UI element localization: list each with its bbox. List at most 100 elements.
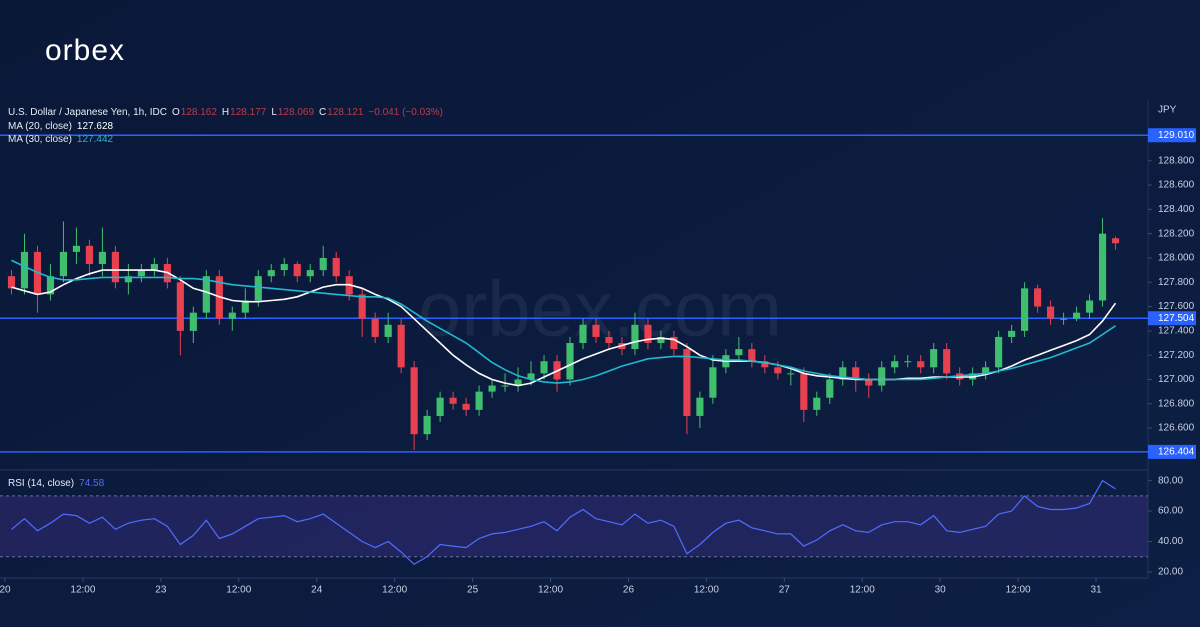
legend-entry: MA (20, close) 127.628: [8, 121, 114, 132]
candle-body: [917, 361, 925, 368]
candle-body: [358, 294, 366, 319]
rsi-legend: RSI (14, close) 74.58: [8, 478, 105, 489]
x-tick-label: 23: [155, 585, 167, 596]
candle-body: [1047, 306, 1055, 319]
candle-body: [631, 324, 639, 350]
candle-body: [59, 251, 68, 277]
watermark: orbex.com: [418, 265, 782, 353]
candle-body: [280, 264, 288, 271]
candle-body: [267, 270, 275, 277]
candle-body: [982, 367, 990, 374]
candle-body: [293, 264, 301, 277]
candle-body: [319, 257, 327, 271]
y-tick-label: 127.000: [1158, 374, 1195, 385]
candle-body: [111, 251, 119, 283]
level-label: 127.504: [1158, 313, 1195, 324]
rsi-line: [11, 479, 1116, 566]
logo: orbex: [45, 34, 125, 67]
rsi-y-tick-label: 60.00: [1158, 506, 1183, 517]
candle-body: [1085, 300, 1094, 313]
candle-body: [46, 276, 55, 295]
candle-body: [683, 349, 691, 416]
candle-body: [709, 367, 717, 398]
candle-body: [761, 361, 769, 368]
quote-value: 128.177: [230, 107, 267, 118]
candle-body: [332, 257, 340, 277]
x-tick-label: 12:00: [1006, 585, 1031, 596]
x-tick-label: 12:00: [382, 585, 407, 596]
candle-body: [150, 264, 158, 271]
quote-value: 128.069: [278, 107, 315, 118]
y-tick-label: 127.200: [1158, 350, 1195, 361]
header-quote: U.S. Dollar / Japanese Yen, 1h, IDC O128.…: [8, 107, 443, 118]
candle-body: [1034, 288, 1042, 307]
candle-body: [566, 343, 574, 380]
candle-body: [189, 312, 197, 331]
rsi-y-tick-label: 20.00: [1158, 567, 1183, 578]
candle-body: [865, 379, 873, 386]
candle-body: [605, 336, 613, 344]
quote-value: 128.121: [327, 107, 364, 118]
y-tick-label: 127.600: [1158, 301, 1195, 312]
candle-body: [436, 397, 444, 416]
candle-body: [72, 245, 81, 252]
y-tick-label: 128.200: [1158, 228, 1195, 239]
level-label: 126.404: [1158, 447, 1195, 458]
level-label-box: [1148, 128, 1196, 143]
candle-body: [735, 349, 743, 356]
candle-body: [449, 397, 457, 404]
candle-body: [20, 251, 29, 289]
candle-body: [579, 324, 587, 344]
legend-value: 127.628: [77, 121, 114, 132]
y-tick-label: 127.800: [1158, 277, 1195, 288]
candle-body: [176, 282, 184, 331]
candle-body: [696, 397, 704, 416]
candle-body: [878, 367, 886, 386]
candle-body: [514, 379, 522, 386]
candle-body: [657, 336, 665, 344]
quote-key: H: [222, 107, 229, 118]
candle-body: [475, 391, 483, 410]
axis-unit: JPY: [1158, 105, 1177, 116]
x-tick-label: 24: [311, 585, 323, 596]
y-tick-label: 127.400: [1158, 326, 1195, 337]
candle-body: [85, 245, 93, 265]
legend-name: MA (20, close): [8, 121, 72, 132]
candle-body: [995, 336, 1003, 368]
quote-key: L: [271, 107, 277, 118]
quote-value: 128.162: [181, 107, 218, 118]
candle-body: [254, 276, 262, 301]
y-tick-label: 126.800: [1158, 398, 1195, 409]
candle-body: [540, 361, 548, 374]
candle-body: [462, 403, 470, 410]
y-tick-label: 128.600: [1158, 180, 1195, 191]
level-label: 129.010: [1158, 130, 1195, 141]
x-tick-label: 26: [623, 585, 635, 596]
candle-body: [1098, 233, 1107, 301]
candle-body: [748, 349, 756, 362]
ma-line: [11, 269, 1117, 387]
candle-body: [501, 385, 509, 387]
rsi-y-tick-label: 40.00: [1158, 536, 1183, 547]
x-tick-label: 12:00: [226, 585, 251, 596]
candle-body: [137, 270, 145, 277]
candle-body: [592, 324, 600, 337]
candle-body: [904, 361, 912, 363]
candle-body: [891, 361, 899, 368]
y-tick-label: 128.800: [1158, 155, 1195, 166]
x-tick-label: 12:00: [694, 585, 719, 596]
quote-key: C: [319, 107, 326, 118]
x-tick-label: 20: [0, 585, 11, 596]
x-tick-label: 12:00: [538, 585, 563, 596]
candle-body: [813, 397, 821, 410]
x-tick-label: 31: [1090, 585, 1102, 596]
candle-body: [202, 276, 210, 313]
y-tick-label: 126.600: [1158, 423, 1195, 434]
candle-body: [930, 349, 938, 368]
legend-name: MA (30, close): [8, 134, 72, 145]
candle-body: [124, 276, 132, 283]
x-tick-label: 12:00: [850, 585, 875, 596]
